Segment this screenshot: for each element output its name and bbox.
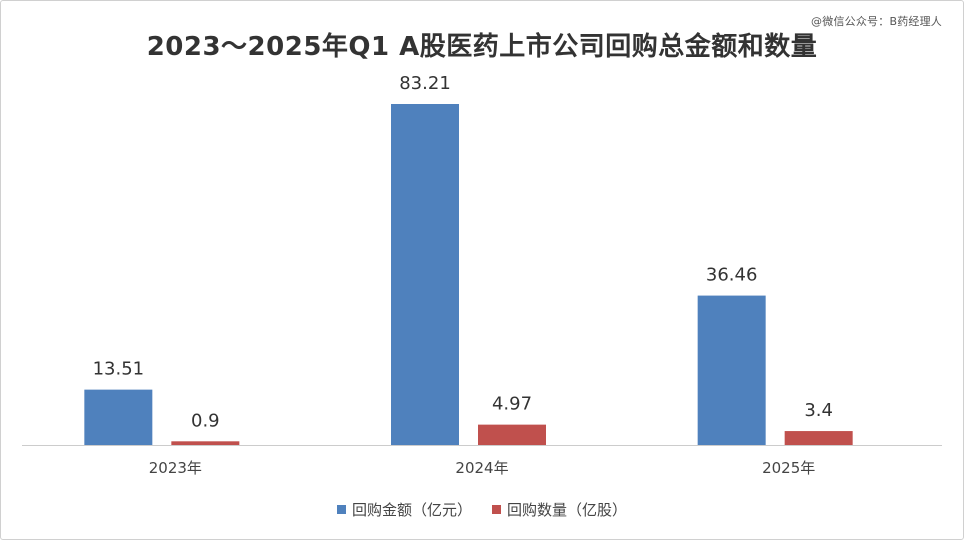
data-label-quantity-1: 4.97 — [492, 394, 532, 415]
x-tick-label-1: 2024年 — [455, 459, 508, 477]
watermark: @微信公众号：B药经理人 — [811, 15, 942, 28]
x-tick-label-0: 2023年 — [149, 459, 202, 477]
legend-item-quantity: 回购数量（亿股） — [492, 499, 627, 520]
bar-quantity-2 — [784, 431, 853, 445]
legend-swatch-quantity — [492, 505, 501, 514]
data-label-amount-1: 83.21 — [399, 73, 451, 94]
legend-label-amount: 回购金额（亿元） — [351, 501, 472, 519]
bar-amount-1 — [391, 104, 459, 445]
data-label-quantity-0: 0.9 — [191, 410, 220, 431]
bar-quantity-0 — [171, 441, 240, 445]
legend-swatch-amount — [336, 505, 346, 514]
data-label-amount-0: 13.51 — [93, 359, 145, 380]
chart-title: 2023～2025年Q1 A股医药上市公司回购总金额和数量 — [146, 32, 818, 62]
legend-item-amount: 回购金额（亿元） — [336, 499, 472, 520]
bar-amount-0 — [84, 389, 153, 445]
bar-amount-2 — [697, 295, 766, 445]
bar-quantity-1 — [478, 424, 546, 445]
legend-label-quantity: 回购数量（亿股） — [507, 501, 628, 519]
legend: 回购金额（亿元） 回购数量（亿股） — [0, 499, 964, 520]
data-label-quantity-2: 3.4 — [804, 400, 833, 421]
x-tick-label-2: 2025年 — [762, 459, 815, 477]
data-label-amount-2: 36.46 — [706, 265, 758, 286]
